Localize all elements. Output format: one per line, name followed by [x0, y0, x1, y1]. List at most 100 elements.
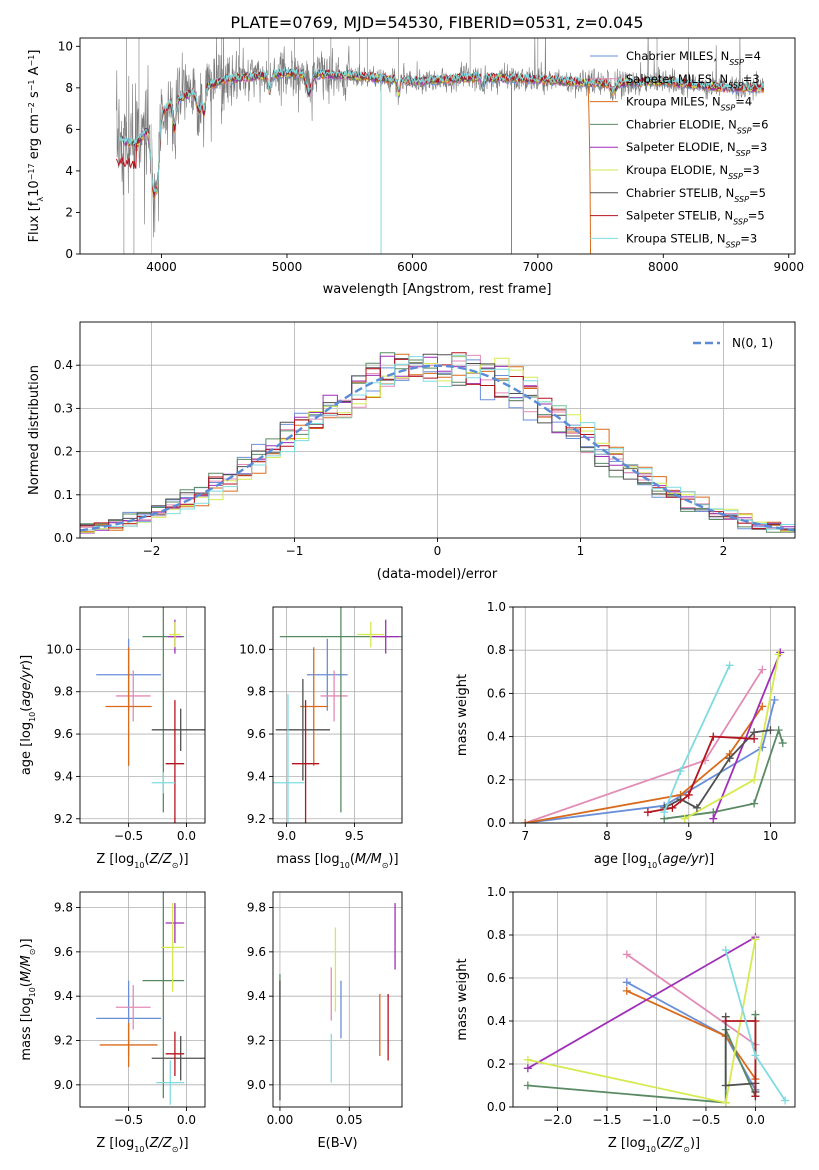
spectrum-axes-xtick-label-2: 6000 [397, 260, 428, 274]
z-weight-axes-marker-kroupa-elodie-0 [523, 1055, 532, 1064]
legend-label-chabrier-miles: Chabrier MILES, NSSP=4 [626, 49, 761, 67]
mass-age-axes-plot-area [273, 607, 402, 823]
figure-title: PLATE=0769, MJD=54530, FIBERID=0531, z=0… [230, 13, 643, 32]
histogram-axes-ytick-label-0: 0.0 [54, 531, 73, 545]
histogram-axes-xtick-label-2: 0 [434, 544, 442, 558]
ebv-mass-axes-ytick-label-3: 9.6 [247, 945, 266, 959]
z-weight-axes-marker-kroupa-miles-0 [622, 986, 631, 995]
age-weight-axes-xtick-label-1: 8 [603, 829, 611, 843]
histogram-xlabel: (data-model)/error [377, 567, 498, 582]
spectrum-axes-ytick-label-3: 6 [65, 122, 73, 136]
legend-label-chabrier-stelib: Chabrier STELIB, NSSP=5 [626, 186, 766, 204]
z-age-axes-plot-area [96, 607, 205, 823]
z-weight-axes-ytick-label-3: 0.6 [487, 971, 506, 985]
legend-label-chabrier-elodie: Chabrier ELODIE, NSSP=6 [626, 117, 768, 135]
z-weight-axes-xlabel: Z [log10(Z/Z⊙)] [608, 1136, 700, 1154]
z-weight-axes-marker-salpeter-stelib-1 [751, 1017, 760, 1025]
age-weight-axes-plot-area [521, 648, 787, 823]
mass-age-axes-frame [272, 606, 403, 824]
z-mass-axes-xlabel: Z [log10(Z/Z⊙)] [96, 1136, 188, 1154]
age-weight-axes-line-salpeter-elodie [712, 652, 782, 820]
histogram-axes-ytick-label-4: 0.4 [54, 358, 73, 372]
z-age-axes-point-chabrier-stelib [151, 708, 205, 751]
z-age-axes-ylabel: age [log10(age/yr)] [19, 655, 37, 775]
z-weight-axes-marker-kroupa-elodie-2 [751, 935, 760, 944]
z-mass-axes-point-chabrier-stelib [151, 1036, 205, 1081]
z-mass-axes-point-salpeter-miles [115, 985, 151, 1030]
mass-age-axes-point-salpeter-stelib [292, 700, 320, 823]
z-mass-axes-point-salpeter-elodie [165, 903, 185, 943]
age-weight-axes-marker-chabrier-stelib-3 [725, 754, 734, 763]
z-weight-axes-marker-kroupa-stelib-1 [751, 1051, 760, 1060]
z-weight-axes-marker-salpeter-stelib-2 [751, 1092, 760, 1101]
z-age-axes-ytick-label-4: 10.0 [46, 642, 73, 656]
age-weight-axes-frame [512, 606, 796, 824]
z-weight-axes-series-kroupa-elodie [523, 935, 760, 1107]
z-weight-axes-marker-salpeter-miles-0 [622, 950, 631, 959]
z-weight-axes-xtick-label-3: −0.5 [691, 1113, 720, 1127]
histogram-axes-xtick-label-4: 2 [720, 544, 728, 558]
histogram-axes-xtick-label-0: −2 [143, 544, 161, 558]
spectrum-model-salpeter-miles [123, 69, 765, 198]
age-weight-axes-marker-kroupa-miles-3 [758, 702, 767, 711]
spectrum-axes-xtick-label-4: 8000 [648, 260, 679, 274]
age-weight-axes-ylabel: mass weight [455, 674, 470, 756]
mass-age-axes: 9.0 9.5 9.2 9.4 9.6 9.8 10.0 mass [log10(M/M⊙)] [239, 606, 403, 870]
histogram-axes-xtick-label-1: −1 [286, 544, 304, 558]
z-mass-axes-point-salpeter-stelib [165, 1031, 185, 1076]
mass-age-axes-ytick-label-1: 9.4 [247, 769, 266, 783]
age-weight-axes: 7 8 9 10 0.0 0.2 0.4 0.6 0.8 1.0 age [log10(age/yr… [455, 600, 796, 870]
mass-age-axes-ytick-label-0: 9.2 [247, 812, 266, 826]
histogram-kroupa-stelib [80, 354, 795, 538]
mass-age-axes-point-kroupa-elodie [357, 621, 385, 648]
mass-age-axes-point-kroupa-miles [300, 647, 328, 766]
z-mass-axes-plot-area [96, 892, 205, 1105]
age-weight-axes-marker-kroupa-miles-0 [521, 819, 530, 823]
spectrum-drop-kroupa-miles-red [587, 83, 592, 254]
ebv-mass-axes-xtick-label-0: 0.00 [267, 1113, 294, 1127]
z-weight-axes-marker-kroupa-stelib-2 [781, 1096, 790, 1105]
histogram-axes-xtick-label-3: 1 [577, 544, 585, 558]
age-weight-axes-marker-kroupa-elodie-2 [774, 650, 783, 659]
z-age-axes-ytick-label-0: 9.2 [54, 812, 73, 826]
ebv-mass-axes-ytick-label-1: 9.2 [247, 1034, 266, 1048]
age-weight-axes-marker-chabrier-elodie-2 [750, 799, 759, 808]
z-mass-axes-ytick-label-0: 9.0 [54, 1078, 73, 1092]
ebv-mass-axes-ytick-label-2: 9.4 [247, 989, 266, 1003]
spectrum-axes-xtick-label-0: 4000 [146, 260, 177, 274]
mass-age-axes-xlabel: mass [log10(M/M⊙)] [276, 852, 398, 870]
age-weight-axes-ytick-label-3: 0.6 [487, 686, 506, 700]
spectrum-axes-xtick-label-3: 7000 [523, 260, 554, 274]
z-age-axes-xtick-label-1: 0.0 [177, 829, 196, 843]
z-weight-axes-xtick-label-4: 0.0 [746, 1113, 765, 1127]
age-weight-axes-marker-chabrier-elodie-3 [774, 726, 783, 735]
legend-label-salpeter-elodie: Salpeter ELODIE, NSSP=3 [626, 140, 767, 158]
z-weight-axes-frame [512, 891, 796, 1108]
mass-age-axes-point-salpeter-elodie [372, 619, 400, 654]
spectrum-model-chabrier-miles [123, 71, 764, 198]
age-weight-axes-marker-salpeter-stelib-3 [709, 732, 718, 741]
age-weight-axes-line-kroupa-miles [525, 705, 764, 823]
z-weight-axes-line-salpeter-elodie [527, 936, 756, 1070]
age-weight-axes-marker-kroupa-stelib-1 [676, 767, 685, 776]
z-weight-axes-xtick-label-2: −1.0 [642, 1113, 671, 1127]
z-weight-axes-xtick-label-1: −1.5 [592, 1113, 621, 1127]
z-weight-axes-series-chabrier-elodie [523, 1010, 760, 1107]
spectrum-model-kroupa-miles [123, 70, 765, 200]
legend-label-salpeter-stelib: Salpeter STELIB, NSSP=5 [626, 209, 765, 227]
spectrum-model-chabrier-elodie [123, 68, 765, 198]
z-weight-axes-marker-kroupa-stelib-0 [721, 946, 730, 955]
age-weight-axes-marker-salpeter-miles-2 [758, 665, 767, 674]
spectrum-axes-ytick-label-0: 0 [65, 247, 73, 261]
z-age-axes-ytick-label-2: 9.6 [54, 727, 73, 741]
mass-age-axes-point-kroupa-stelib [273, 693, 305, 823]
mass-age-axes-ytick-label-2: 9.6 [247, 727, 266, 741]
age-weight-axes-xlabel: age [log10(age/yr)] [594, 852, 714, 870]
z-mass-axes-ylabel: mass [log10(M/M⊙)] [19, 938, 37, 1060]
z-weight-axes-ytick-label-4: 0.8 [487, 928, 506, 942]
age-weight-axes-marker-kroupa-elodie-1 [750, 775, 759, 784]
z-weight-axes-line-salpeter-miles [626, 953, 756, 1046]
spectrum-xlabel: wavelength [Angstrom, rest frame] [323, 282, 552, 297]
age-weight-axes-series-kroupa-stelib [660, 661, 734, 817]
